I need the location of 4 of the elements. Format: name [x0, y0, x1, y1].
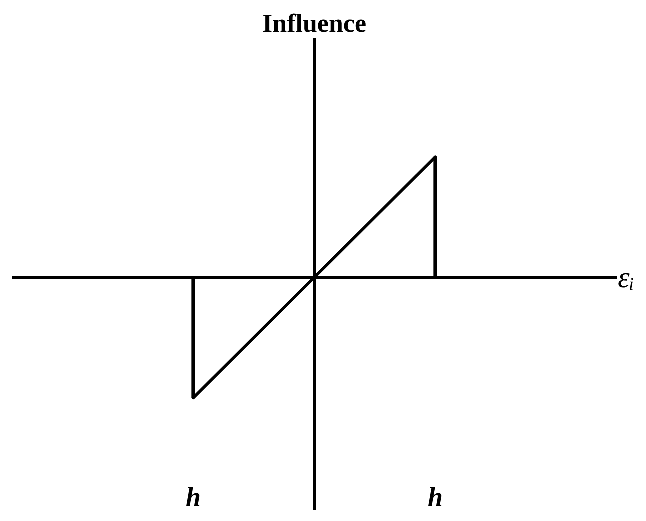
x-tick-label: h — [428, 482, 444, 512]
x-tick-label: h — [186, 482, 202, 512]
y-axis-title: Influence — [262, 9, 366, 38]
x-axis-title: εᵢ — [618, 262, 635, 295]
